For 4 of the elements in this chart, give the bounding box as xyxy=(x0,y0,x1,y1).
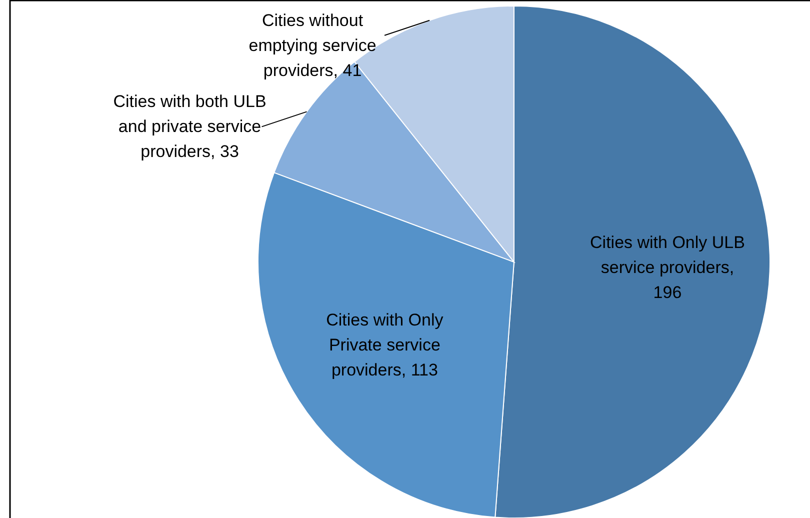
slice-label: Cities with both ULB and private service providers, 33 xyxy=(113,92,266,162)
slice-label: Cities with Only Private service providers, 113 xyxy=(326,310,444,380)
slice-label: Cities without emptying service providers, 41 xyxy=(248,11,376,80)
slice-label: Cities with Only ULB service providers, 196 xyxy=(590,233,745,302)
